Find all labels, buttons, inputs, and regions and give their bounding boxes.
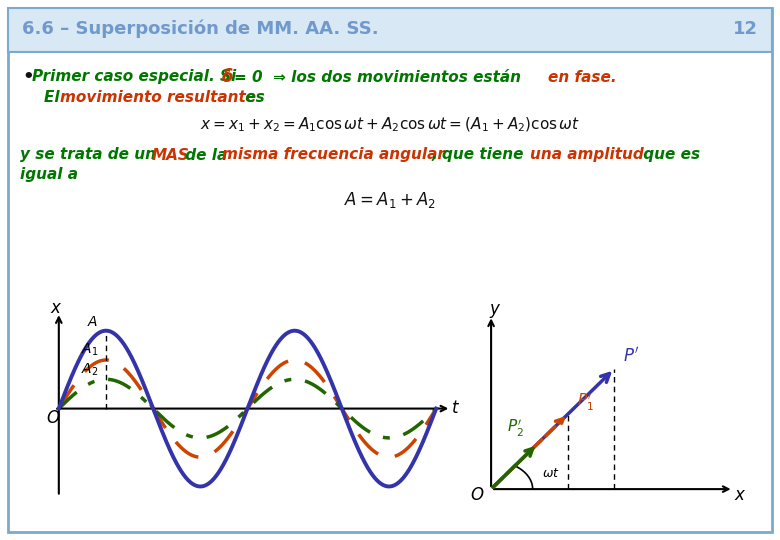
Text: $O$: $O$ [470,487,484,504]
Text: de la: de la [180,147,232,163]
Text: $A$: $A$ [87,315,98,329]
Text: $x = x_1 + x_2 = A_1\cos\omega t + A_2\cos\omega t = \left(A_1 + A_2\right)\cos\: $x = x_1 + x_2 = A_1\cos\omega t + A_2\c… [200,116,580,134]
Text: misma frecuencia angular: misma frecuencia angular [222,147,445,163]
Text: $A = A_1 + A_2$: $A = A_1 + A_2$ [344,190,436,210]
Text: •: • [22,68,34,86]
Text: Primer caso especial. Si: Primer caso especial. Si [32,70,242,84]
Text: en fase.: en fase. [548,70,617,84]
Text: $A_2$: $A_2$ [81,361,98,377]
Text: $A_1$: $A_1$ [81,342,98,359]
Text: $P_1'$: $P_1'$ [577,392,594,413]
Text: $P_2'$: $P_2'$ [507,418,523,439]
Text: $O$: $O$ [46,410,61,427]
Bar [8,8,772,52]
Text: $x$: $x$ [734,487,746,504]
Text: δ: δ [222,68,233,86]
Text: El: El [44,90,65,105]
Text: = 0  ⇒ los dos movimientos están: = 0 ⇒ los dos movimientos están [234,70,526,84]
Text: movimiento resultante: movimiento resultante [60,90,256,105]
Text: , que tiene: , que tiene [432,147,530,163]
Text: y se trata de un: y se trata de un [20,147,161,163]
Text: 6.6 – Superposición de MM. AA. SS.: 6.6 – Superposición de MM. AA. SS. [22,20,378,38]
Text: es: es [240,90,264,105]
Text: igual a: igual a [20,167,78,183]
Text: $\omega t$: $\omega t$ [542,467,559,480]
Text: $x$: $x$ [50,300,62,316]
Text: $y$: $y$ [490,302,502,320]
Text: una amplitud: una amplitud [530,147,643,163]
Text: MAS: MAS [152,147,190,163]
Text: $P'$: $P'$ [623,347,640,366]
Text: que es: que es [638,147,700,163]
Text: $t$: $t$ [451,400,460,417]
Text: 12: 12 [733,20,758,38]
